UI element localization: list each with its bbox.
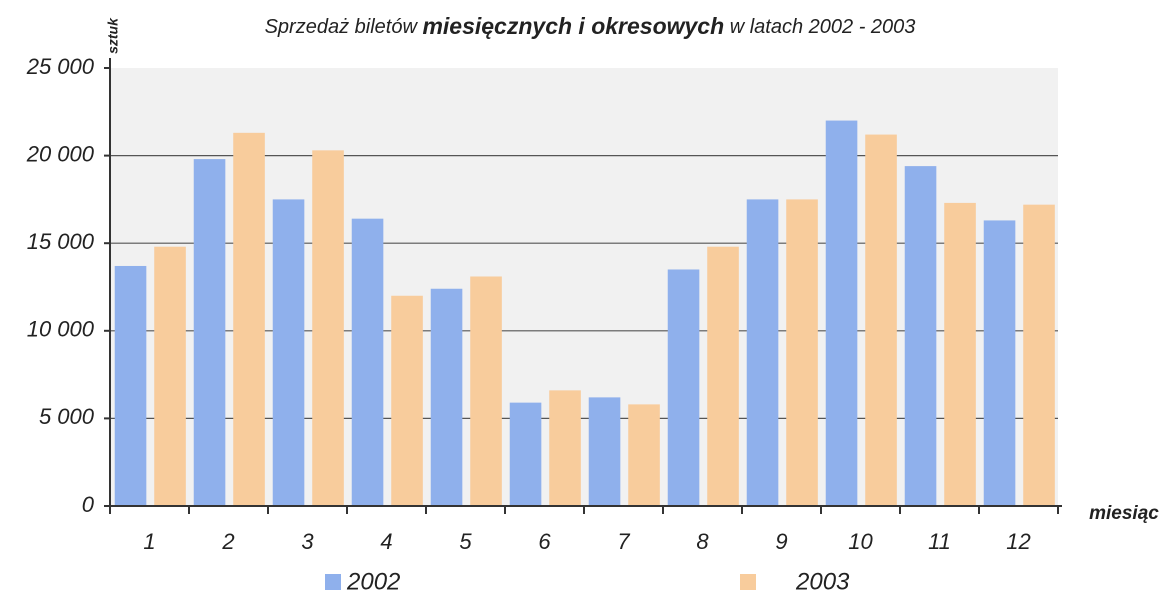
chart-title: Sprzedaż biletów miesięcznych i okresowy… [265,13,916,39]
legend-label: 2003 [795,568,850,595]
bar [391,295,423,506]
y-tick-label: 10 000 [27,317,95,342]
y-tick-label: 20 000 [26,141,95,166]
legend-swatch [325,574,341,590]
x-tick-label: 7 [617,529,630,554]
title-part: miesięcznych i okresowych [422,13,724,39]
bar [272,199,305,506]
bar [312,150,344,506]
bar [351,218,384,506]
x-tick-label: 3 [301,529,314,554]
x-tick-label: 12 [1006,529,1030,554]
plot-area [110,68,1058,506]
x-tick-label: 10 [848,529,873,554]
x-tick-label: 5 [459,529,472,554]
y-tick-label: 5 000 [39,404,95,429]
title-part: Sprzedaż biletów [265,16,419,38]
x-tick-label: 1 [143,529,155,554]
bar [1023,204,1055,506]
y-axis-label: sztuk [105,17,121,54]
legend-label: 2002 [346,568,400,595]
bar [707,246,739,507]
bar [944,202,976,507]
x-tick-label: 11 [928,529,951,554]
bar [430,288,463,506]
bar [746,199,779,506]
x-tick-label: 8 [696,529,709,554]
bar [904,166,937,506]
bar [470,276,502,506]
bar [193,159,226,506]
bar [114,265,147,506]
bar [549,390,581,506]
x-tick-label: 9 [775,529,787,554]
bar [786,199,818,506]
y-tick-label: 25 000 [26,54,95,79]
legend-swatch [740,574,756,590]
bar [983,220,1016,506]
bar [628,404,660,506]
x-tick-label: 4 [380,529,392,554]
bar [233,132,265,506]
bar [154,246,186,507]
bar [588,397,621,506]
title-part: w latach 2002 - 2003 [730,16,916,38]
y-tick-label: 0 [82,492,95,517]
bar [865,134,897,507]
x-tick-label: 2 [221,529,234,554]
bar [667,269,700,506]
x-axis-label: miesiąc [1089,503,1159,524]
y-tick-label: 15 000 [27,229,95,254]
x-tick-label: 6 [538,529,551,554]
bar [509,402,542,506]
bar [825,120,858,506]
